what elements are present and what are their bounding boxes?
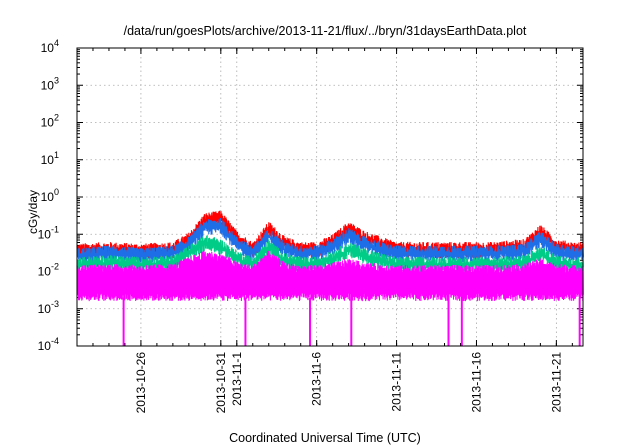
- x-tick-labels: 2013-10-26 2013-10-31 2013-11-1 2013-11-6 20…: [134, 352, 563, 414]
- y-tick-label: 101: [41, 150, 59, 167]
- x-tick-label: 2013-11-1: [230, 352, 244, 406]
- y-tick-labels: 10-4 10-3 10-2 10-1 100 101 102 103 104: [38, 38, 59, 353]
- y-tick-label: 104: [41, 38, 59, 55]
- y-tick-label: 10-4: [38, 336, 59, 353]
- x-axis-label: Coordinated Universal Time (UTC): [229, 431, 421, 445]
- x-tick-label: 2013-11-11: [390, 352, 404, 412]
- y-tick-label: 10-3: [38, 299, 59, 316]
- x-tick-label: 2013-11-21: [549, 352, 563, 413]
- y-tick-label: 102: [41, 113, 59, 130]
- y-axis-label: cGy/day: [26, 190, 40, 234]
- y-tick-label: 10-1: [38, 224, 59, 241]
- plot-area-frame: [76, 47, 584, 347]
- chart-title: /data/run/goesPlots/archive/2013-11-21/f…: [124, 24, 527, 38]
- x-tick-label: 2013-10-26: [134, 352, 148, 414]
- series-group: [76, 210, 584, 346]
- x-tick-label: 2013-10-31: [214, 352, 228, 414]
- y-tick-label: 103: [41, 75, 59, 92]
- x-tick-label: 2013-11-6: [310, 352, 324, 406]
- x-tick-label: 2013-11-16: [469, 352, 483, 413]
- series-line: [76, 250, 584, 302]
- grid-lines: [76, 47, 583, 347]
- y-tick-label: 10-2: [38, 262, 59, 279]
- y-tick-label: 100: [41, 187, 59, 204]
- series-line: [76, 235, 584, 274]
